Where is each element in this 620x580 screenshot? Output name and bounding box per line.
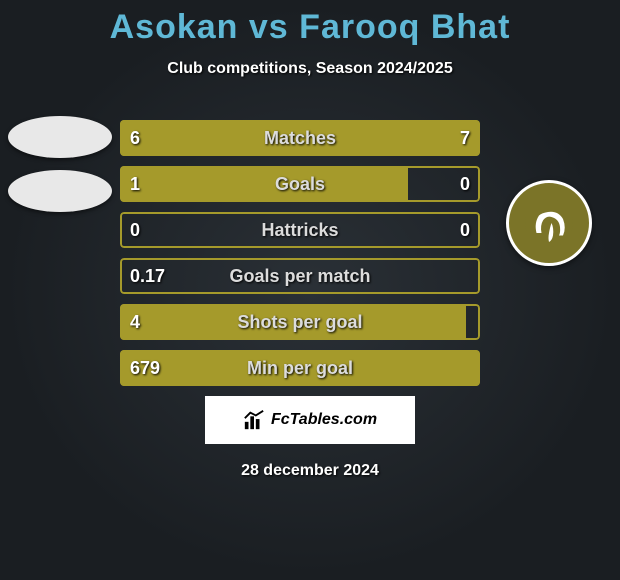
chart-icon: [243, 409, 265, 431]
player-avatar-left-0: [8, 116, 112, 158]
player-avatar-left-1: [8, 170, 112, 212]
stat-label: Shots per goal: [120, 304, 480, 340]
stat-label: Matches: [120, 120, 480, 156]
stat-row-min-per-goal: 679Min per goal: [120, 350, 480, 386]
stat-row-goals-per-match: 0.17Goals per match: [120, 258, 480, 294]
elephant-icon: [524, 198, 574, 248]
stat-row-matches: 67Matches: [120, 120, 480, 156]
brand-label: FcTables.com: [271, 411, 377, 429]
stat-label: Min per goal: [120, 350, 480, 386]
club-crest-right: [506, 180, 592, 266]
title-vs: vs: [249, 8, 289, 46]
stat-rows: 67Matches 10Goals 00Hattricks 0.17Goals per…: [120, 120, 480, 396]
stat-label: Hattricks: [120, 212, 480, 248]
date-label: 28 december 2024: [0, 462, 620, 480]
stat-label: Goals per match: [120, 258, 480, 294]
stat-label: Goals: [120, 166, 480, 202]
stat-row-shots-per-goal: 4Shots per goal: [120, 304, 480, 340]
brand-badge: FcTables.com: [205, 396, 415, 444]
subtitle: Club competitions, Season 2024/2025: [0, 60, 620, 78]
title-left: Asokan: [110, 8, 239, 46]
title-right: Farooq Bhat: [299, 8, 510, 46]
stat-row-hattricks: 00Hattricks: [120, 212, 480, 248]
stat-row-goals: 10Goals: [120, 166, 480, 202]
page-title: Asokan vs Farooq Bhat: [0, 8, 620, 47]
